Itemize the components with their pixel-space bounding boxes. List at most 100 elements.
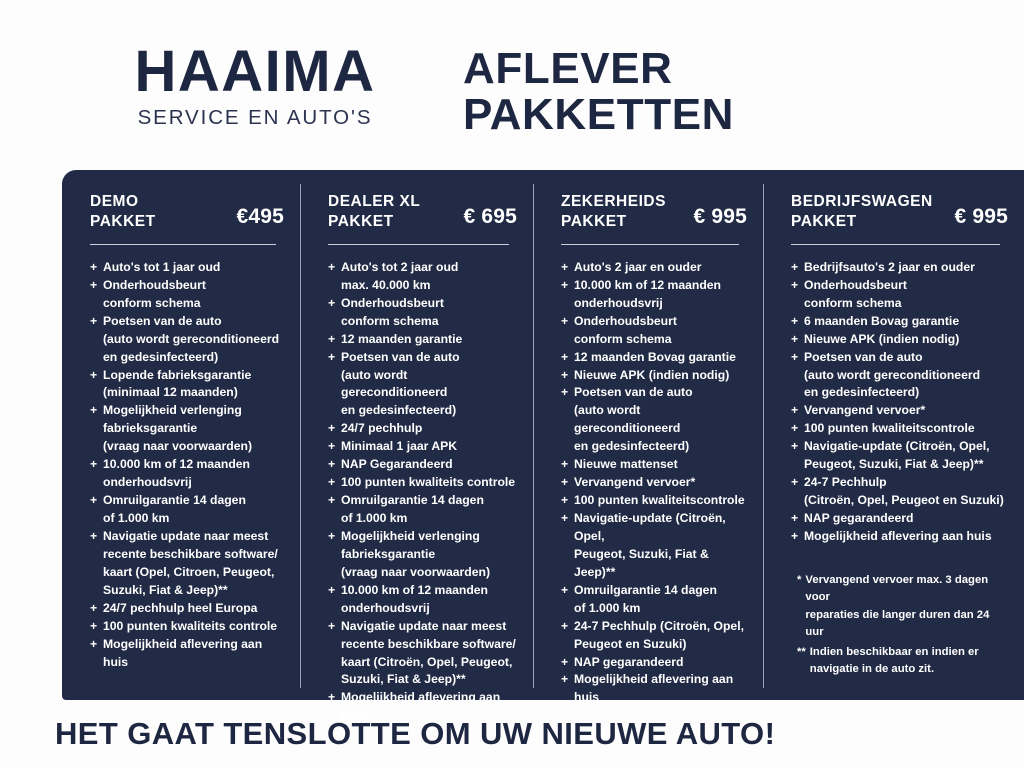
plus-icon: + <box>90 313 98 328</box>
feature-item: + Vervangend vervoer* <box>791 402 1008 420</box>
feature-item: + Omruilgarantie 14 dagen of 1.000 km <box>561 582 747 618</box>
feature-item: +24-7 Pechhulp (Citroën, Opel, Peugeot e… <box>561 618 747 654</box>
plus-icon: + <box>328 475 336 490</box>
feature-label: 100 punten kwaliteits controle <box>341 475 516 490</box>
plus-icon: + <box>561 457 569 472</box>
footnote-text: Indien beschikbaar en indien er navigati… <box>809 645 979 676</box>
feature-label: 100 punten kwaliteits controle <box>103 618 278 633</box>
feature-item: +100 punten kwaliteitscontrole <box>561 492 747 510</box>
feature-item: + NAP gegarandeerd <box>791 510 1008 528</box>
package-header: BEDRIJFSWAGEN PAKKET € 995 <box>791 192 1008 233</box>
feature-label: Mogelijkheid verlenging fabrieksgarantie… <box>103 403 253 454</box>
feature-label: Bedrijfsauto's 2 jaar en ouder <box>804 259 975 274</box>
plus-icon: + <box>328 690 336 705</box>
feature-item: +10.000 km of 12 maanden onderhoudsvrij <box>90 456 284 492</box>
feature-item: + Poetsen van de auto (auto wordt gerecon… <box>791 349 1008 403</box>
feature-item: +10.000 km of 12 maanden onderhoudsvrij <box>561 277 747 313</box>
feature-label: Onderhoudsbeurt conform schema <box>341 295 444 328</box>
plus-icon: + <box>561 367 569 382</box>
header-divider <box>90 243 276 245</box>
feature-item: + Minimaal 1 jaar APK <box>328 438 517 456</box>
brand-name: HAAIMA <box>134 39 376 104</box>
feature-label: 10.000 km of 12 maanden onderhoudsvrij <box>103 457 250 490</box>
feature-item: + Poetsen van de auto (auto wordt gerecon… <box>328 349 517 421</box>
feature-item: + Poetsen van de auto (auto wordt gerecon… <box>561 384 747 456</box>
plus-icon: + <box>561 349 569 364</box>
page-title-line2: PAKKETTEN <box>463 89 735 139</box>
feature-list: + Bedrijfsauto's 2 jaar en ouder + Onderhou… <box>791 259 1008 546</box>
package-header: DEMO PAKKET €495 <box>90 192 284 233</box>
plus-icon: + <box>791 528 799 543</box>
feature-label: Navigatie update naar meest recente besc… <box>103 528 278 597</box>
feature-label: 6 maanden Bovag garantie <box>804 313 960 328</box>
plus-icon: + <box>90 367 98 382</box>
package-name: BEDRIJFSWAGEN PAKKET <box>791 193 933 231</box>
package-name: ZEKERHEIDS PAKKET <box>561 193 666 231</box>
feature-item: +6 maanden Bovag garantie <box>791 313 1008 331</box>
package-price: € 995 <box>954 205 1008 228</box>
feature-item: + Mogelijkheid aflevering aan huis <box>90 636 284 672</box>
plus-icon: + <box>328 421 336 436</box>
header-divider <box>561 243 739 245</box>
feature-label: NAP gegarandeerd <box>574 654 684 669</box>
plus-icon: + <box>90 636 98 651</box>
feature-item: + Omruilgarantie 14 dagen of 1.000 km <box>90 492 284 528</box>
feature-label: Onderhoudsbeurt conform schema <box>804 277 907 310</box>
feature-label: Mogelijkheid aflevering aan huis <box>574 672 734 705</box>
feature-label: Omruilgarantie 14 dagen of 1.000 km <box>103 493 246 526</box>
feature-item: + Nieuwe mattenset <box>561 456 747 474</box>
footnotes: * Vervangend vervoer max. 3 dagen voor re… <box>791 572 1008 679</box>
feature-item: + Onderhoudsbeurt conform schema <box>791 277 1008 313</box>
feature-label: 24/7 pechhulp heel Europa <box>103 600 258 615</box>
feature-label: 24-7 Pechhulp (Citroën, Opel, Peugeot en… <box>804 475 1004 508</box>
package-price: € 695 <box>463 205 517 228</box>
plus-icon: + <box>561 511 569 526</box>
page-title: AFLEVER PAKKETTEN <box>463 46 734 138</box>
feature-item: + Navigatie update naar meest recente bes… <box>90 528 284 600</box>
feature-item: + Auto's tot 2 jaar oud max. 40.000 km <box>328 259 517 295</box>
feature-item: + Mogelijkheid verlenging fabrieksgaranti… <box>328 528 517 582</box>
plus-icon: + <box>328 582 336 597</box>
column-divider <box>533 184 534 688</box>
feature-label: NAP gegarandeerd <box>804 511 914 526</box>
plus-icon: + <box>791 421 799 436</box>
feature-label: Poetsen van de auto (auto wordt gerecond… <box>804 349 981 400</box>
plus-icon: + <box>90 457 98 472</box>
plus-icon: + <box>90 618 98 633</box>
package-column-1: DEMO PAKKET €495 + Auto's tot 1 jaar oud + On… <box>62 170 300 700</box>
footnote-marker: * <box>797 573 802 586</box>
feature-item: +12 maanden Bovag garantie <box>561 349 747 367</box>
plus-icon: + <box>90 493 98 508</box>
feature-item: +24/7 pechhulp heel Europa <box>90 600 284 618</box>
package-column-2: DEALER XL PAKKET € 695 + Auto's tot 2 jaar … <box>300 170 533 722</box>
feature-label: Mogelijkheid aflevering aan huis <box>103 636 263 669</box>
feature-item: +100 punten kwaliteitscontrole <box>791 420 1008 438</box>
feature-label: Onderhoudsbeurt conform schema <box>103 277 206 310</box>
header-divider <box>328 243 509 245</box>
feature-label: Vervangend vervoer* <box>574 475 696 490</box>
feature-item: + Lopende fabrieksgarantie (minimaal 12 m… <box>90 367 284 403</box>
plus-icon: + <box>791 259 799 274</box>
plus-icon: + <box>328 439 336 454</box>
feature-item: + Onderhoudsbeurt conform schema <box>90 277 284 313</box>
feature-item: + NAP Gegarandeerd <box>328 456 517 474</box>
feature-item: +12 maanden garantie <box>328 331 517 349</box>
feature-label: Poetsen van de auto (auto wordt gerecond… <box>341 349 460 418</box>
feature-label: Nieuwe mattenset <box>574 457 678 472</box>
feature-item: + Navigatie-update (Citroën, Opel, Peugeo… <box>561 510 747 582</box>
plus-icon: + <box>791 313 799 328</box>
footnote-item: * Vervangend vervoer max. 3 dagen voor re… <box>791 572 1008 642</box>
feature-item: + Mogelijkheid verlenging fabrieksgaranti… <box>90 402 284 456</box>
feature-item: +100 punten kwaliteits controle <box>90 618 284 636</box>
feature-label: Minimaal 1 jaar APK <box>341 439 458 454</box>
feature-label: Navigatie-update (Citroën, Opel, Peugeot… <box>804 439 990 472</box>
feature-label: Nieuwe APK (indien nodig) <box>574 367 730 382</box>
feature-label: Poetsen van de auto (auto wordt gerecond… <box>574 385 693 454</box>
feature-label: Onderhoudsbeurt conform schema <box>574 313 677 346</box>
column-divider <box>300 184 301 688</box>
plus-icon: + <box>561 277 569 292</box>
feature-label: Auto's tot 1 jaar oud <box>103 259 221 274</box>
plus-icon: + <box>561 313 569 328</box>
feature-label: 100 punten kwaliteitscontrole <box>804 421 975 436</box>
feature-item: + Mogelijkheid aflevering aan huis <box>791 528 1008 546</box>
